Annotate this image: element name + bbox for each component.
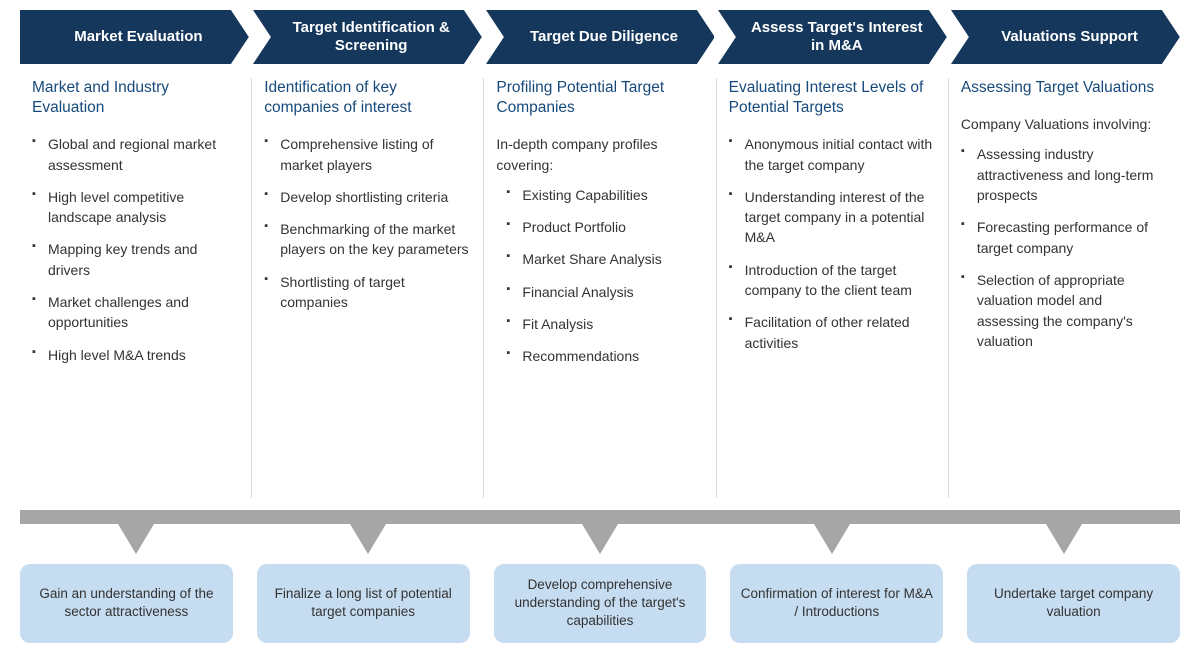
bullet-item: Develop shortlisting criteria [264, 187, 471, 207]
bullet-item: Introduction of the target company to th… [729, 260, 936, 301]
stage-chevron-3: Assess Target's Interest in M&A [718, 10, 947, 64]
stage-bullets-0: Global and regional market assessment Hi… [32, 134, 239, 365]
outcome-text: Develop comprehensive understanding of t… [504, 576, 697, 631]
down-arrow-icon [350, 524, 386, 554]
down-arrow-icon [118, 524, 154, 554]
stage-intro: In-depth company profiles covering: [496, 134, 703, 175]
bullet-item: Benchmarking of the market players on th… [264, 219, 471, 260]
stage-intro: Company Valuations involving: [961, 114, 1168, 134]
chevron-label: Target Due Diligence [530, 28, 678, 46]
chevron-label: Valuations Support [1001, 28, 1138, 46]
stage-bullets-3: Anonymous initial contact with the targe… [729, 134, 936, 353]
bullet-item: Selection of appropriate valuation model… [961, 270, 1168, 351]
stage-chevron-0: Market Evaluation [20, 10, 249, 64]
stage-columns: Market and Industry Evaluation Global an… [20, 78, 1180, 498]
bullet-item: Understanding interest of the target com… [729, 187, 936, 248]
stage-bullets-1: Comprehensive listing of market players … [264, 134, 471, 312]
outcomes-row: Gain an understanding of the sector attr… [20, 564, 1180, 643]
bullet-item: Global and regional market assessment [32, 134, 239, 175]
bullet-item: Financial Analysis [496, 282, 703, 302]
chevron-label: Target Identification & Screening [283, 19, 460, 55]
down-arrow-icon [814, 524, 850, 554]
chevron-row: Market Evaluation Target Identification … [20, 10, 1180, 64]
stage-column-4: Assessing Target Valuations Company Valu… [949, 78, 1180, 498]
stage-subhead: Evaluating Interest Levels of Potential … [729, 78, 936, 118]
bullet-item: Mapping key trends and drivers [32, 239, 239, 280]
stage-column-2: Profiling Potential Target Companies In-… [484, 78, 716, 498]
bullet-item: Existing Capabilities [496, 185, 703, 205]
bullet-item: Facilitation of other related activities [729, 312, 936, 353]
outcome-box-2: Develop comprehensive understanding of t… [494, 564, 707, 643]
outcome-text: Undertake target company valuation [977, 585, 1170, 621]
outcome-box-3: Confirmation of interest for M&A / Intro… [730, 564, 943, 643]
outcome-text: Confirmation of interest for M&A / Intro… [740, 585, 933, 621]
bullet-item: Fit Analysis [496, 314, 703, 334]
chevron-label: Market Evaluation [74, 28, 202, 46]
flow-arrow-bar [20, 504, 1180, 560]
bullet-item: High level competitive landscape analysi… [32, 187, 239, 228]
bullet-item: Anonymous initial contact with the targe… [729, 134, 936, 175]
stage-chevron-1: Target Identification & Screening [253, 10, 482, 64]
bullet-item: Recommendations [496, 346, 703, 366]
stage-subhead: Identification of key companies of inter… [264, 78, 471, 118]
bullet-item: High level M&A trends [32, 345, 239, 365]
outcome-text: Finalize a long list of potential target… [267, 585, 460, 621]
stage-chevron-2: Target Due Diligence [486, 10, 715, 64]
outcome-box-1: Finalize a long list of potential target… [257, 564, 470, 643]
outcome-box-0: Gain an understanding of the sector attr… [20, 564, 233, 643]
bullet-item: Shortlisting of target companies [264, 272, 471, 313]
chevron-label: Assess Target's Interest in M&A [748, 19, 925, 55]
bullet-item: Market Share Analysis [496, 249, 703, 269]
stage-column-0: Market and Industry Evaluation Global an… [20, 78, 252, 498]
stage-bullets-4: Assessing industry attractiveness and lo… [961, 144, 1168, 351]
stage-column-3: Evaluating Interest Levels of Potential … [717, 78, 949, 498]
outcome-box-4: Undertake target company valuation [967, 564, 1180, 643]
bullet-item: Forecasting performance of target compan… [961, 217, 1168, 258]
stage-column-1: Identification of key companies of inter… [252, 78, 484, 498]
down-arrow-icon [582, 524, 618, 554]
bullet-item: Product Portfolio [496, 217, 703, 237]
stage-subhead: Market and Industry Evaluation [32, 78, 239, 118]
down-arrows-row [20, 510, 1180, 554]
outcome-text: Gain an understanding of the sector attr… [30, 585, 223, 621]
stage-subhead: Profiling Potential Target Companies [496, 78, 703, 118]
bullet-item: Market challenges and opportunities [32, 292, 239, 333]
stage-chevron-4: Valuations Support [951, 10, 1180, 64]
stage-bullets-2: Existing Capabilities Product Portfolio … [496, 185, 703, 367]
stage-subhead: Assessing Target Valuations [961, 78, 1168, 98]
bullet-item: Comprehensive listing of market players [264, 134, 471, 175]
down-arrow-icon [1046, 524, 1082, 554]
bullet-item: Assessing industry attractiveness and lo… [961, 144, 1168, 205]
